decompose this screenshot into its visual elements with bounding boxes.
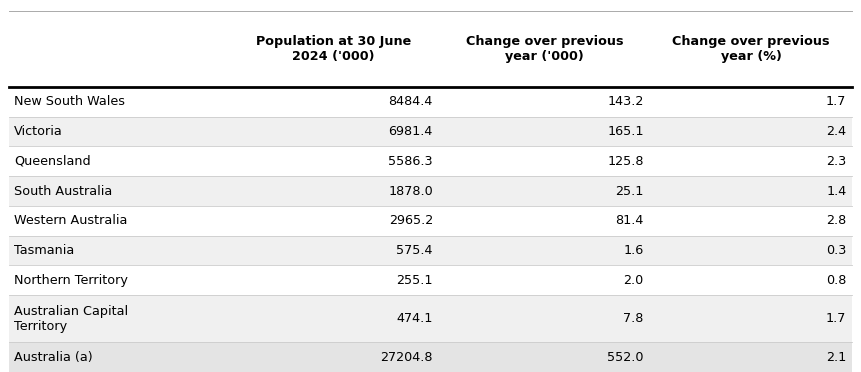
Bar [9,295,852,342]
Bar [9,176,852,206]
Text: 575.4: 575.4 [396,244,433,257]
Text: 1.4: 1.4 [826,185,846,198]
Text: 6981.4: 6981.4 [388,125,433,138]
Text: 2.0: 2.0 [623,273,644,286]
Text: Change over previous
year (%): Change over previous year (%) [672,35,830,63]
Text: 2965.2: 2965.2 [388,214,433,227]
Bar [9,87,852,117]
Text: 27204.8: 27204.8 [381,351,433,364]
Text: 1.7: 1.7 [826,312,846,325]
Text: Tasmania: Tasmania [14,244,74,257]
Text: 2.4: 2.4 [827,125,846,138]
Text: Change over previous
year ('000): Change over previous year ('000) [466,35,623,63]
Text: 0.3: 0.3 [826,244,846,257]
Bar [9,147,852,176]
Text: 81.4: 81.4 [616,214,644,227]
Text: Northern Territory: Northern Territory [14,273,127,286]
Text: 0.8: 0.8 [826,273,846,286]
Bar [9,235,852,265]
Text: 165.1: 165.1 [607,125,644,138]
Text: 1.7: 1.7 [826,96,846,109]
Text: South Australia: South Australia [14,185,112,198]
Text: 474.1: 474.1 [397,312,433,325]
Text: 25.1: 25.1 [616,185,644,198]
Text: 2.8: 2.8 [826,214,846,227]
Text: 125.8: 125.8 [607,155,644,168]
Text: Western Australia: Western Australia [14,214,127,227]
Text: Population at 30 June
2024 ('000): Population at 30 June 2024 ('000) [256,35,411,63]
Text: 2.1: 2.1 [826,351,846,364]
Bar [9,342,852,372]
Bar [9,117,852,147]
Text: 7.8: 7.8 [623,312,644,325]
Text: 255.1: 255.1 [396,273,433,286]
Text: 8484.4: 8484.4 [388,96,433,109]
Bar [9,11,852,87]
Text: 1.6: 1.6 [623,244,644,257]
Text: 143.2: 143.2 [608,96,644,109]
Text: 1878.0: 1878.0 [388,185,433,198]
Text: 5586.3: 5586.3 [388,155,433,168]
Text: Australia (a): Australia (a) [14,351,92,364]
Bar [9,265,852,295]
Text: 2.3: 2.3 [826,155,846,168]
Text: Queensland: Queensland [14,155,90,168]
Text: 552.0: 552.0 [607,351,644,364]
Text: Victoria: Victoria [14,125,63,138]
Text: Australian Capital
Territory: Australian Capital Territory [14,305,128,333]
Bar [9,206,852,235]
Text: New South Wales: New South Wales [14,96,125,109]
